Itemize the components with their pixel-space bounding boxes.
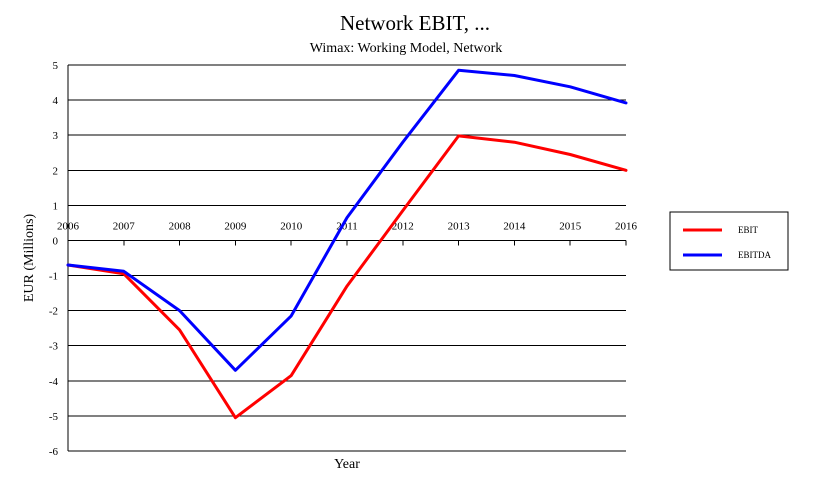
- grid-layer: [67, 64, 627, 452]
- x-axis-title: Year: [334, 457, 360, 472]
- legend-label-ebitda: EBITDA: [738, 250, 771, 260]
- chart-title: Network EBIT, ...: [340, 11, 490, 35]
- x-tick-label: 2014: [503, 220, 526, 232]
- y-tick-label: -2: [49, 306, 58, 318]
- y-tick-label: 3: [53, 130, 59, 142]
- x-tick-label: 2006: [57, 220, 80, 232]
- y-tick-label: -4: [49, 376, 59, 388]
- x-tick-label: 2007: [113, 220, 136, 232]
- x-tick-label: 2009: [224, 220, 247, 232]
- y-axis-title: EUR (Millions): [22, 214, 37, 303]
- legend-box: [669, 211, 789, 271]
- x-tick-label: 2012: [392, 220, 414, 232]
- chart-subtitle: Wimax: Working Model, Network: [310, 41, 502, 56]
- y-tick-label: 1: [53, 200, 59, 212]
- x-tick-label: 2015: [559, 220, 582, 232]
- tick-labels: 5 4 3 2 1 0 -1 -2 -3 -4 -5 -6 2006 2007 2008 2009 2010 20…: [49, 60, 638, 458]
- x-tick-label: 2013: [448, 220, 471, 232]
- y-tick-label: -6: [49, 446, 59, 458]
- series-line-ebitda: [66, 68, 628, 372]
- y-tick-label: 0: [53, 235, 59, 247]
- x-tick-label: 2010: [280, 220, 303, 232]
- legend-label-ebit: EBIT: [738, 225, 758, 235]
- y-tick-label: 4: [53, 95, 59, 107]
- series-layer: [66, 68, 628, 420]
- x-tick-label: 2008: [169, 220, 192, 232]
- y-tick-label: -3: [49, 341, 59, 353]
- y-tick-label: -5: [49, 411, 59, 423]
- series-line-ebit: [66, 134, 628, 420]
- legend: EBIT EBITDA: [669, 211, 789, 271]
- y-tick-label: 2: [53, 165, 59, 177]
- x-tick-label: 2016: [615, 220, 638, 232]
- y-tick-label: 5: [53, 60, 59, 72]
- y-tick-label: -1: [49, 271, 58, 283]
